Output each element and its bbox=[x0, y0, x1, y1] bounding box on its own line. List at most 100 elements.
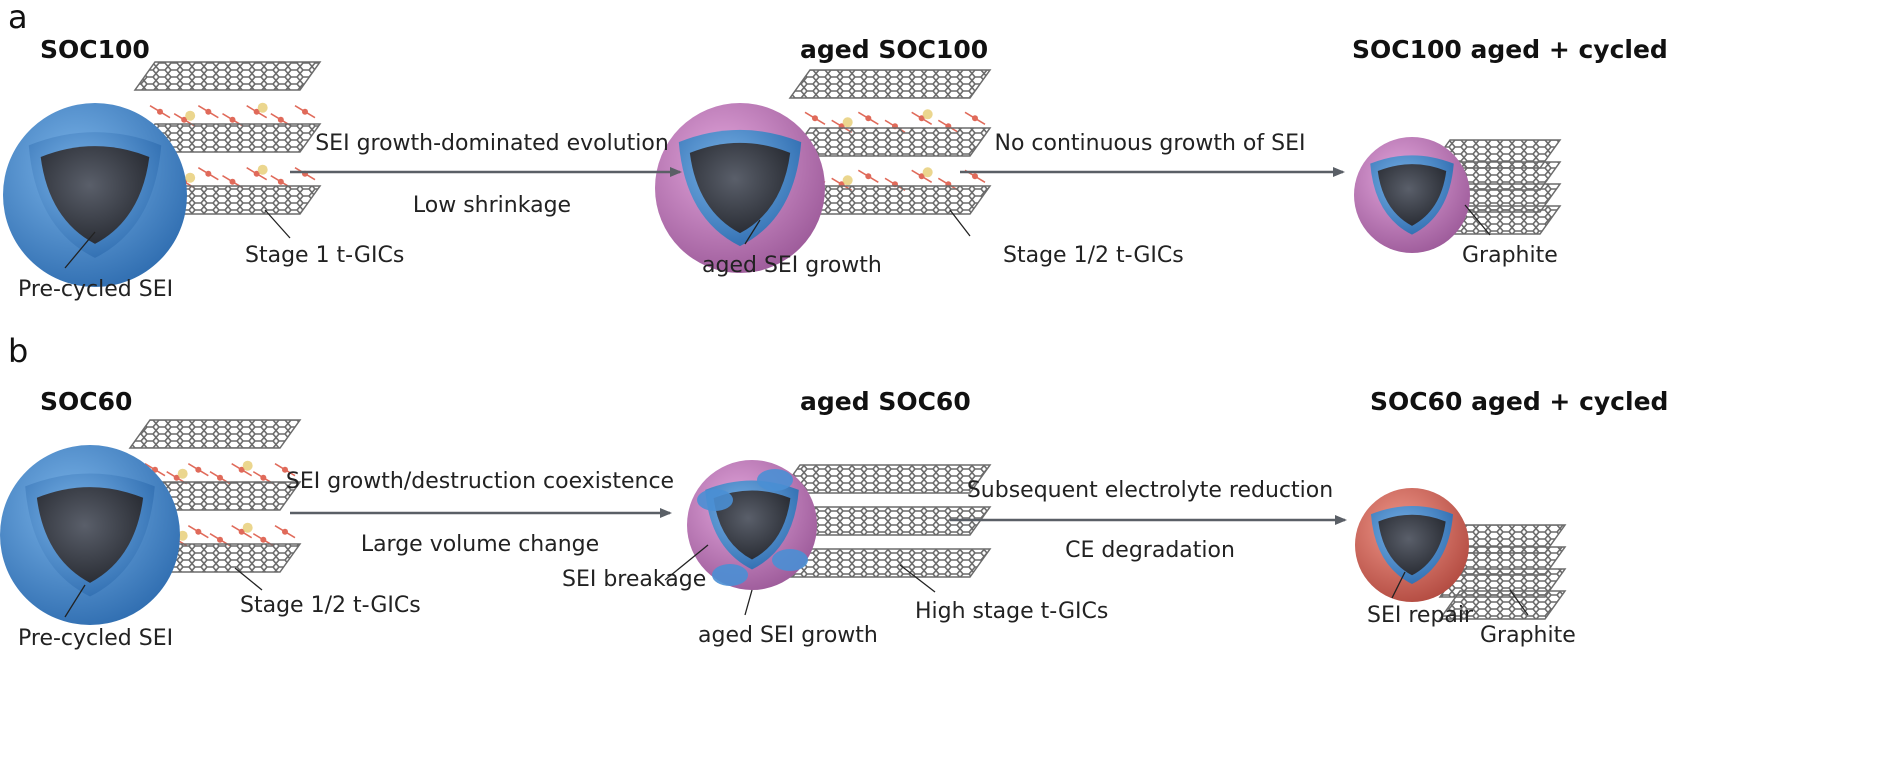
arrow-b2-bottom-label: CE degradation bbox=[1065, 538, 1235, 563]
intercalant-atom bbox=[217, 536, 223, 543]
lithium-ion bbox=[185, 172, 196, 183]
lithium-ion bbox=[257, 102, 268, 113]
callout-aged-sei-growth-a: aged SEI growth bbox=[702, 253, 882, 278]
intercalant-atom bbox=[812, 115, 818, 122]
title-soc60-aged-cycled: SOC60 aged + cycled bbox=[1370, 387, 1668, 416]
aged-particle-b-core bbox=[713, 490, 791, 560]
title-soc100-aged-cycled: SOC100 aged + cycled bbox=[1352, 35, 1668, 64]
graphite-sheet bbox=[778, 464, 992, 494]
intercalant-atom bbox=[277, 116, 284, 123]
intercalant-atom bbox=[238, 466, 245, 473]
lithium-ion bbox=[842, 175, 853, 186]
intercalant-atom bbox=[865, 173, 872, 180]
intercalant-atom bbox=[152, 466, 158, 473]
callout-stage12-gics-a: Stage 1/2 t-GICs bbox=[1003, 243, 1184, 268]
intercalant-atom bbox=[205, 108, 212, 115]
graphite-sheet bbox=[788, 127, 992, 157]
arrow-b1-top-label: SEI growth/destruction coexistence bbox=[286, 469, 674, 494]
graphite-sheet bbox=[778, 548, 992, 578]
intercalant-atom bbox=[260, 474, 267, 481]
intercalant-atom bbox=[282, 466, 288, 473]
arrow-a1-bottom-label: Low shrinkage bbox=[413, 193, 571, 218]
lithium-ion bbox=[842, 117, 853, 128]
intercalant-atom bbox=[277, 178, 284, 185]
intercalant-atom bbox=[972, 115, 978, 122]
leader-line bbox=[1391, 571, 1406, 599]
repaired-particle-b-core bbox=[1378, 514, 1446, 576]
intercalant-atom bbox=[229, 178, 236, 185]
title-aged-soc100: aged SOC100 bbox=[800, 35, 988, 64]
title-aged-soc60: aged SOC60 bbox=[800, 387, 971, 416]
sei-breakage-patch bbox=[697, 489, 733, 511]
intercalant-atom bbox=[229, 116, 236, 123]
callout-pre-cycled-sei-a: Pre-cycled SEI bbox=[18, 277, 173, 302]
intercalant-atom bbox=[865, 115, 872, 122]
intercalant-atom bbox=[253, 108, 260, 115]
leader-line bbox=[744, 219, 761, 245]
leader-line bbox=[664, 544, 709, 581]
callout-sei-repair: SEI repair bbox=[1367, 603, 1474, 628]
leader-line bbox=[234, 567, 263, 591]
leader-line bbox=[744, 589, 753, 616]
leader-line bbox=[899, 564, 936, 593]
intercalant-atom bbox=[157, 108, 163, 115]
intercalant-atom bbox=[302, 108, 308, 115]
graphite-sheet bbox=[128, 419, 302, 449]
particles bbox=[0, 103, 1470, 625]
lithium-ion bbox=[242, 460, 253, 471]
callout-pre-cycled-sei-b: Pre-cycled SEI bbox=[18, 626, 173, 651]
arrow-a2-top-label: No continuous growth of SEI bbox=[995, 131, 1306, 156]
pre-cycled-particle-b-core bbox=[36, 487, 144, 583]
lithium-ion bbox=[185, 110, 196, 121]
lithium-ion bbox=[177, 530, 188, 541]
intercalant-atom bbox=[181, 116, 188, 123]
sei-breakage-patch bbox=[712, 564, 748, 586]
leader-line bbox=[264, 209, 291, 239]
intercalant-atom bbox=[260, 536, 267, 543]
callout-graphite-b: Graphite bbox=[1480, 623, 1576, 648]
sei-breakage-patch bbox=[757, 469, 793, 491]
arrow-b1-bottom-label: Large volume change bbox=[361, 532, 599, 557]
lithium-ion bbox=[922, 109, 933, 120]
leader-line bbox=[64, 584, 86, 618]
intercalant-atom bbox=[217, 474, 223, 481]
pre-cycled-particle-a-core bbox=[40, 146, 150, 244]
intercalant-atom bbox=[918, 115, 925, 122]
lithium-ion bbox=[177, 468, 188, 479]
panel-label-b: b bbox=[8, 332, 28, 370]
lithium-ion bbox=[242, 522, 253, 533]
panel-label-a: a bbox=[8, 0, 28, 36]
aged-particle-a-core bbox=[689, 142, 791, 234]
callout-stage1-gics: Stage 1 t-GICs bbox=[245, 243, 404, 268]
graphite-sheet bbox=[1438, 590, 1567, 620]
arrow-b2-top-label: Subsequent electrolyte reduction bbox=[967, 478, 1333, 503]
leader-line bbox=[64, 231, 96, 269]
intercalant-atom bbox=[195, 466, 202, 473]
callout-graphite-a: Graphite bbox=[1462, 243, 1558, 268]
sei-breakage-patch bbox=[772, 549, 808, 571]
leader-line bbox=[1464, 204, 1491, 236]
callout-high-stage-gics: High stage t-GICs bbox=[915, 599, 1108, 624]
intercalant-atom bbox=[238, 528, 245, 535]
intercalant-atom bbox=[253, 170, 260, 177]
leader-line bbox=[949, 209, 971, 237]
intercalant-atom bbox=[918, 173, 925, 180]
intercalant-atom bbox=[195, 528, 202, 535]
title-soc100: SOC100 bbox=[40, 35, 150, 64]
title-soc60: SOC60 bbox=[40, 387, 132, 416]
callout-sei-breakage: SEI breakage bbox=[562, 567, 706, 592]
intercalant-atom bbox=[972, 173, 978, 180]
callout-aged-sei-growth-b: aged SEI growth bbox=[698, 623, 878, 648]
cycled-particle-a-core bbox=[1377, 164, 1447, 226]
graphite-sheet bbox=[788, 69, 992, 99]
lithium-ion bbox=[922, 167, 933, 178]
graphite-sheet bbox=[133, 61, 322, 91]
arrow-a1-top-label: SEI growth-dominated evolution bbox=[315, 131, 669, 156]
leader-line bbox=[1509, 589, 1529, 616]
intercalant-atom bbox=[205, 170, 212, 177]
lithium-ion bbox=[257, 164, 268, 175]
intercalant-atom bbox=[282, 528, 288, 535]
intercalant-atom bbox=[173, 474, 180, 481]
callout-stage12-gics-b: Stage 1/2 t-GICs bbox=[240, 593, 421, 618]
